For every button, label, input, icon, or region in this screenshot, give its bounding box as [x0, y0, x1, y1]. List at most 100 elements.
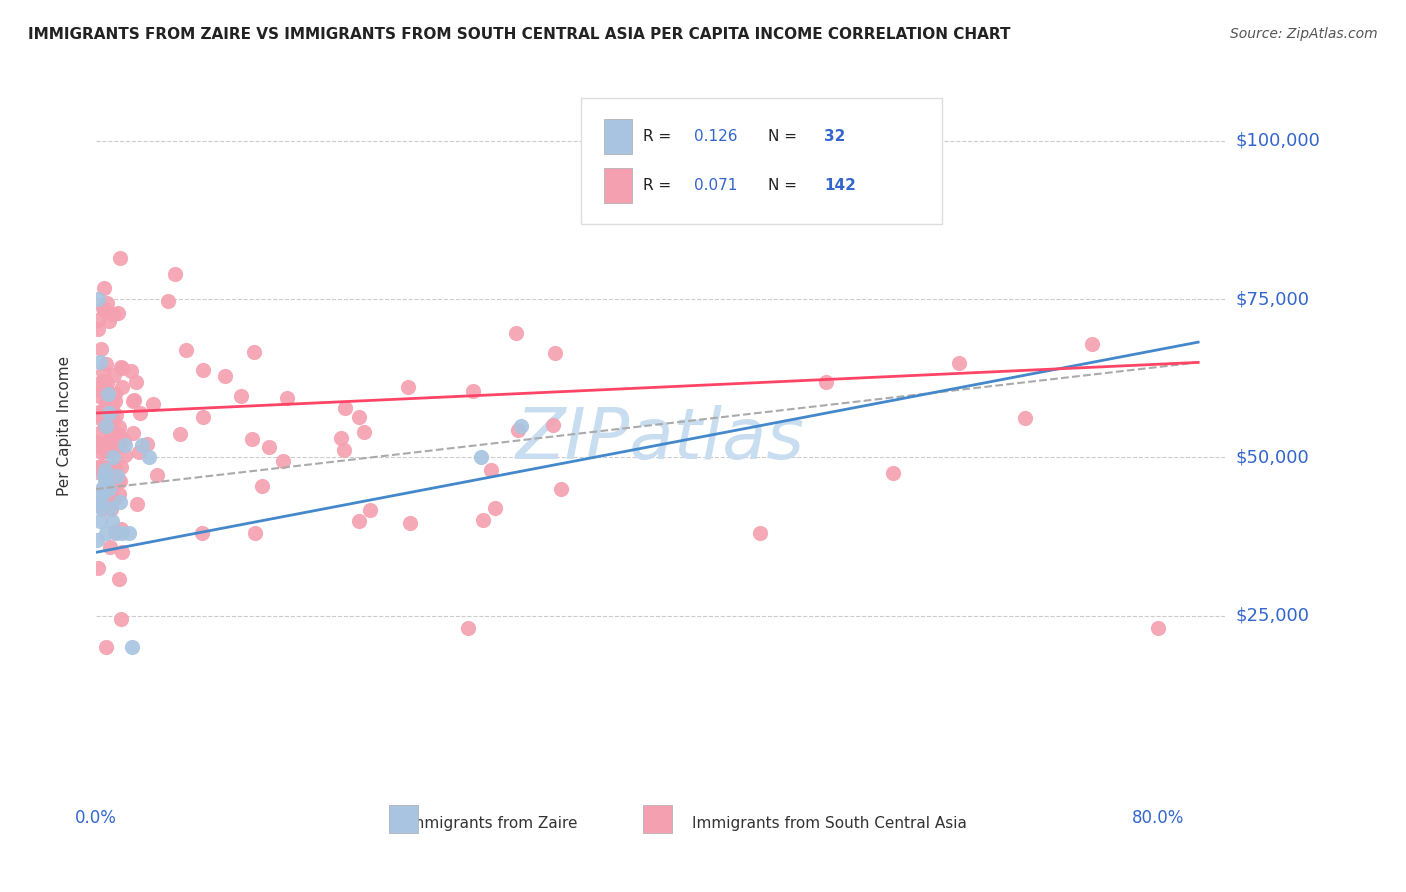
Point — [101, 445, 124, 459]
Point — [118, 526, 141, 541]
Point — [87, 405, 110, 419]
Point — [347, 409, 370, 424]
Point — [97, 313, 120, 327]
Text: $75,000: $75,000 — [1236, 290, 1310, 308]
Point — [1147, 621, 1170, 635]
Point — [93, 375, 115, 389]
Text: 0.0%: 0.0% — [75, 809, 117, 827]
Point — [114, 448, 136, 462]
Text: Immigrants from South Central Asia: Immigrants from South Central Asia — [692, 816, 967, 830]
Point — [96, 384, 118, 398]
Point — [94, 475, 117, 490]
Bar — [644, 805, 672, 833]
Point — [111, 545, 134, 559]
Text: Source: ZipAtlas.com: Source: ZipAtlas.com — [1230, 27, 1378, 41]
Point — [231, 389, 253, 403]
Point — [90, 342, 112, 356]
Text: R =: R = — [644, 129, 676, 145]
Point — [86, 465, 108, 479]
Point — [191, 526, 214, 541]
Point — [94, 460, 117, 475]
Point — [91, 481, 114, 495]
Point — [505, 326, 527, 340]
Point — [142, 397, 165, 411]
Point — [271, 454, 294, 468]
Point — [108, 494, 131, 508]
Text: 80.0%: 80.0% — [1132, 809, 1184, 827]
Point — [121, 640, 143, 655]
Point — [103, 368, 125, 382]
Point — [110, 612, 132, 626]
Point — [120, 364, 142, 378]
Point — [101, 403, 124, 417]
Point — [329, 431, 352, 445]
Point — [91, 482, 114, 496]
FancyBboxPatch shape — [581, 98, 942, 224]
Text: ZIPatlas: ZIPatlas — [516, 405, 804, 475]
Point — [89, 461, 111, 475]
Point — [544, 346, 567, 360]
Point — [96, 443, 118, 458]
Point — [110, 522, 132, 536]
Point — [93, 409, 115, 424]
Point — [98, 434, 121, 449]
Point — [108, 487, 131, 501]
Point — [94, 357, 117, 371]
Point — [91, 365, 114, 379]
Text: $25,000: $25,000 — [1236, 607, 1310, 624]
Point — [93, 444, 115, 458]
Point — [91, 301, 114, 315]
Point — [89, 355, 111, 369]
Point — [104, 459, 127, 474]
Point — [93, 302, 115, 317]
Point — [96, 412, 118, 426]
Point — [93, 281, 115, 295]
Point — [276, 391, 298, 405]
Point — [127, 497, 149, 511]
Point — [550, 482, 572, 496]
Point — [107, 475, 129, 489]
Point — [243, 526, 266, 541]
Text: 32: 32 — [824, 129, 845, 145]
Point — [214, 369, 236, 384]
Point — [96, 406, 118, 420]
Point — [243, 345, 266, 359]
Point — [86, 322, 108, 336]
Point — [94, 640, 117, 655]
Point — [110, 359, 132, 374]
Point — [240, 432, 263, 446]
Point — [257, 441, 280, 455]
Point — [98, 424, 121, 438]
Point — [176, 343, 198, 357]
Point — [169, 426, 191, 441]
Point — [136, 437, 159, 451]
Point — [121, 394, 143, 409]
Point — [90, 375, 112, 389]
Point — [94, 397, 117, 411]
Point — [122, 392, 145, 407]
Point — [121, 425, 143, 440]
Point — [146, 467, 169, 482]
Point — [86, 439, 108, 453]
Point — [470, 450, 492, 465]
Bar — [603, 168, 633, 202]
Point — [100, 417, 122, 431]
Point — [111, 526, 134, 541]
Point — [104, 433, 127, 447]
Point — [101, 307, 124, 321]
Point — [506, 423, 529, 437]
Point — [111, 380, 134, 394]
Point — [96, 392, 118, 407]
Point — [138, 450, 160, 465]
Point — [157, 293, 180, 308]
Bar — [603, 120, 633, 154]
Point — [103, 425, 125, 439]
Point — [396, 380, 419, 394]
Point — [484, 500, 506, 515]
Point — [90, 408, 112, 422]
Point — [89, 411, 111, 425]
Text: 0.126: 0.126 — [695, 129, 738, 145]
Point — [111, 361, 134, 376]
Point — [104, 387, 127, 401]
Text: 0.071: 0.071 — [695, 178, 738, 193]
